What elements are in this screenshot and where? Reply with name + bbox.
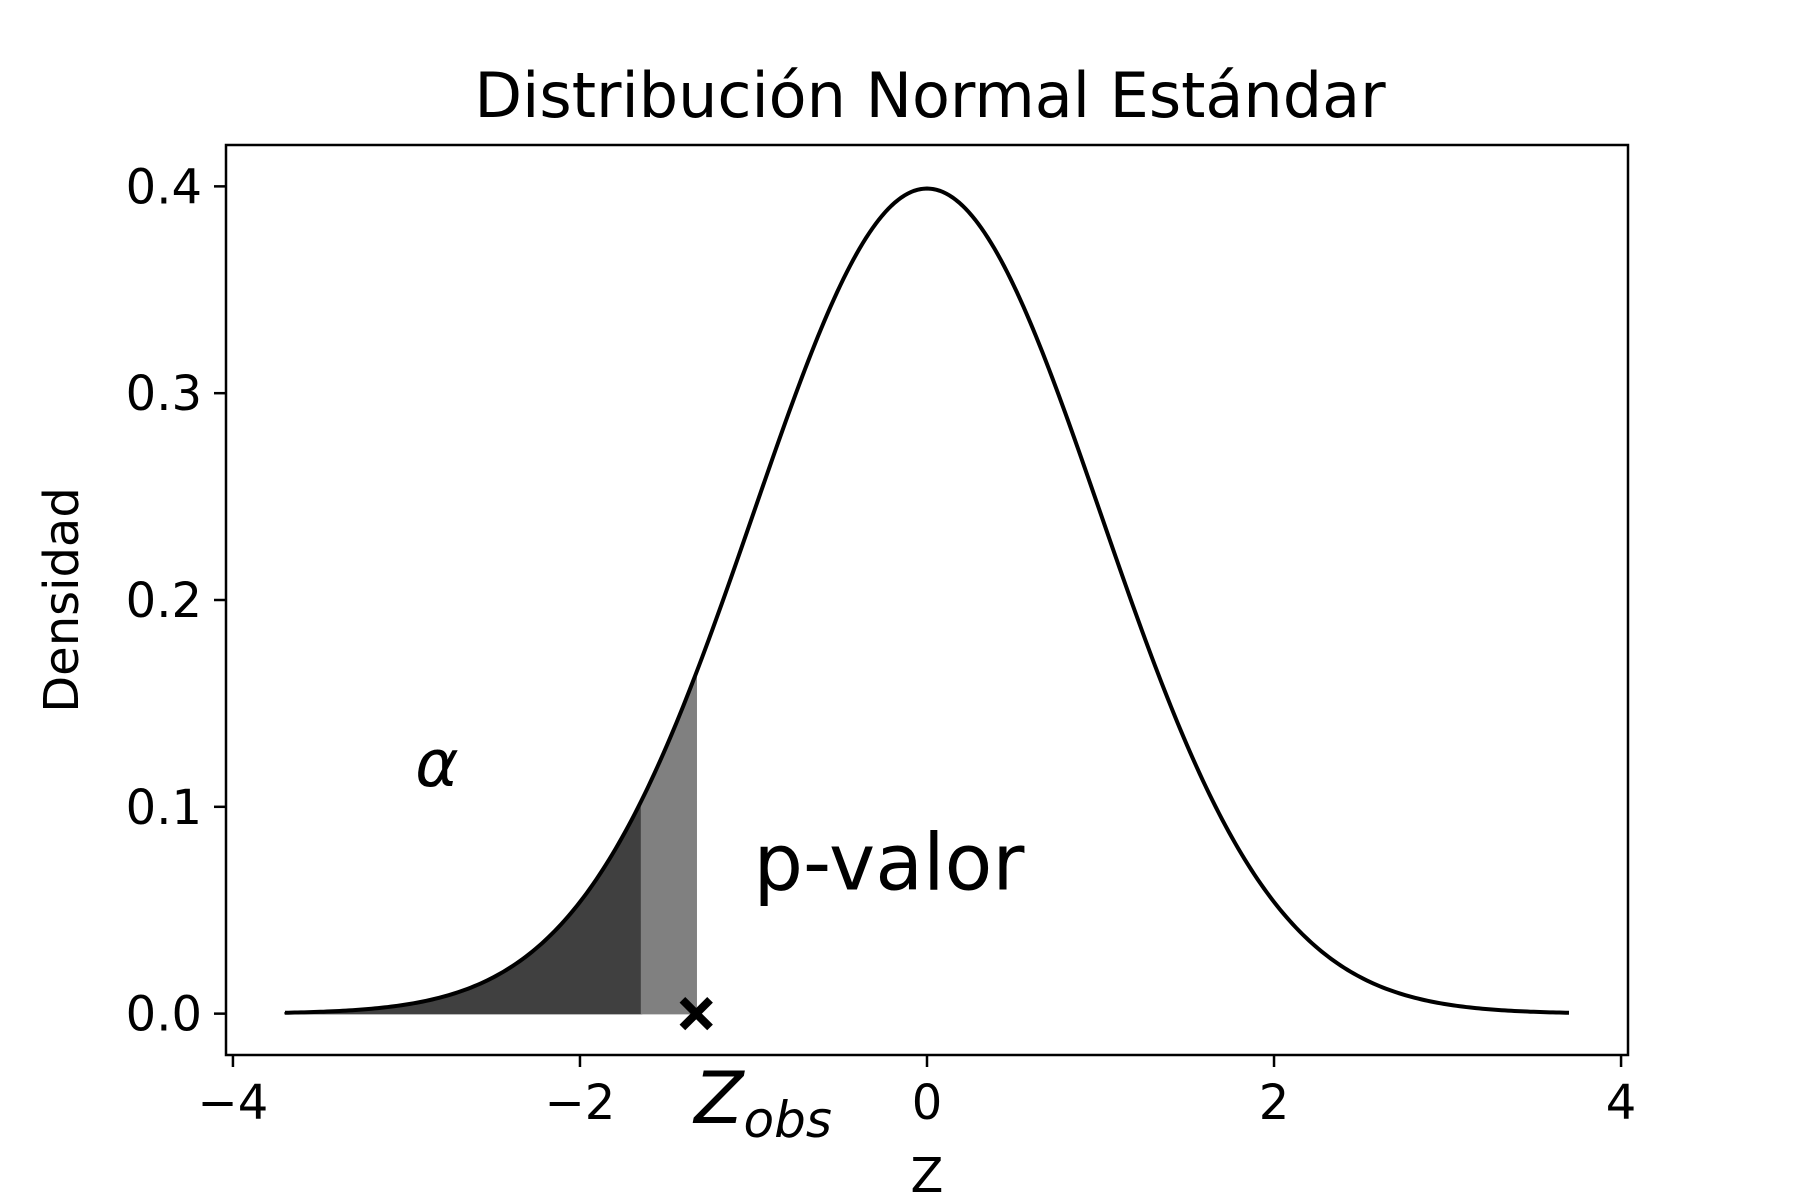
x-tick-label: 0 <box>912 1075 943 1131</box>
x-axis-label: Z <box>911 1148 944 1200</box>
z-obs-main: Z <box>692 1056 745 1140</box>
y-tick-label: 0.0 <box>126 987 202 1043</box>
x-tick-label: −2 <box>545 1075 616 1131</box>
shaded-region-1 <box>284 800 643 1015</box>
shaded-regions <box>284 672 697 1015</box>
shaded-region-2 <box>640 672 697 1015</box>
z-obs-annotation: Zobs <box>692 1056 832 1149</box>
plot-frame <box>224 143 1630 1057</box>
z-obs-subscript: obs <box>744 1091 832 1149</box>
x-tick-label: 4 <box>1606 1075 1637 1131</box>
chart-title: Distribución Normal Estándar <box>474 59 1386 132</box>
y-tick-label: 0.3 <box>126 366 202 422</box>
z-obs-marker <box>679 996 713 1031</box>
x-tick-label: −4 <box>198 1075 269 1131</box>
alpha-annotation: α <box>415 725 459 802</box>
y-tick-label: 0.2 <box>126 573 202 629</box>
z-obs-marker-symbol <box>679 996 713 1031</box>
y-axis-label: Densidad <box>34 487 90 713</box>
y-tick-label: 0.1 <box>126 780 202 836</box>
y-tick-label: 0.4 <box>126 159 202 215</box>
p-value-annotation: p-valor <box>753 819 1025 909</box>
x-axis-ticks: −4 −2 0 2 4 <box>198 1055 1637 1131</box>
x-tick-label: 2 <box>1259 1075 1290 1131</box>
y-axis-ticks: 0.0 0.1 0.2 0.3 0.4 <box>126 159 226 1043</box>
density-curve <box>284 186 1570 1015</box>
